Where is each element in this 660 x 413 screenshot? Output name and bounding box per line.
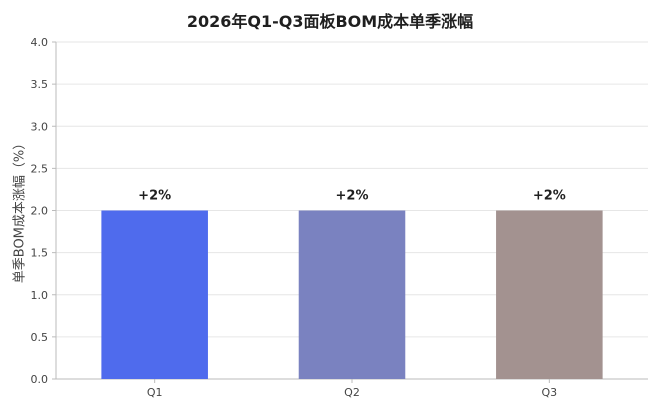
data-label-q2: +2% [336, 189, 369, 204]
x-tick-label-q1: Q1 [147, 386, 163, 399]
y-tick-label-4: 2.0 [31, 205, 49, 218]
bars [101, 210, 603, 379]
y-tick-label-8: 4.0 [31, 36, 49, 49]
x-tick-label-q3: Q3 [541, 386, 557, 399]
data-label-q3: +2% [533, 189, 566, 204]
bar-q3 [496, 210, 603, 379]
labels: +2% +2% +2% [138, 189, 566, 204]
x-tick-label-q2: Q2 [344, 386, 360, 399]
y-tick-label-7: 3.5 [31, 78, 49, 91]
y-tick-label-2: 1.0 [31, 289, 49, 302]
y-tick-label-3: 1.5 [31, 247, 49, 260]
bar-q2 [298, 210, 406, 379]
y-tick-label-0: 0.0 [31, 373, 49, 386]
y-tick-label-5: 2.5 [31, 162, 49, 175]
bar-q1 [101, 210, 208, 379]
data-label-q1: +2% [138, 189, 171, 204]
y-tick-label-6: 3.0 [31, 120, 49, 133]
chart-title: 2026年Q1-Q3面板BOM成本单季涨幅 [186, 12, 474, 31]
y-tick-label-1: 0.5 [31, 331, 49, 344]
